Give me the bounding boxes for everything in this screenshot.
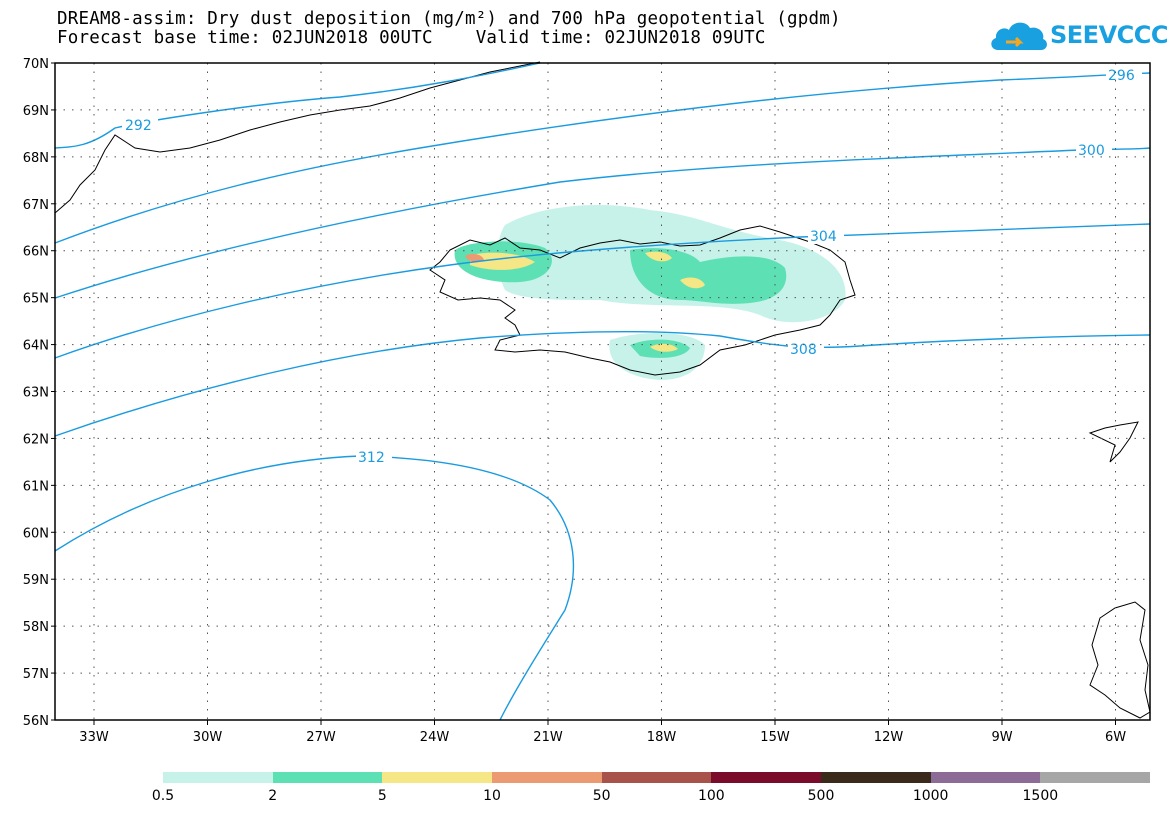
lon-label: 6W [1105, 730, 1126, 745]
map-frame [54, 62, 1151, 721]
colorbar-swatch [163, 772, 274, 783]
contour-label-304: 304 [810, 229, 837, 245]
colorbar-label: 500 [807, 788, 835, 804]
lat-label: 67N [23, 198, 49, 213]
lon-label: 15W [760, 730, 790, 745]
lat-label: 61N [23, 479, 49, 494]
contour-296 [54, 72, 1151, 244]
contour-labels: 292 296 300 304 308 312 [122, 67, 1142, 466]
lon-label: 12W [874, 730, 904, 745]
colorbar-label: 1000 [912, 788, 949, 804]
colorbar-label: 1500 [1022, 788, 1059, 804]
lat-label: 69N [23, 104, 49, 119]
colorbar-label: 5 [377, 788, 387, 804]
contour-label-292: 292 [125, 118, 152, 134]
lon-label: 27W [306, 730, 336, 745]
latitude-labels: 70N 69N 68N 67N 66N 65N 64N 63N 62N 61N 60N 59N 58N 5… [23, 57, 55, 729]
lat-label: 56N [23, 714, 49, 729]
colorbar-swatch [711, 772, 822, 783]
lon-label: 21W [533, 730, 563, 745]
colorbar-swatch [272, 772, 383, 783]
coastline-scotland [1089, 601, 1151, 719]
colorbar-swatch [382, 772, 493, 783]
lon-label: 33W [79, 730, 109, 745]
lon-label: 24W [420, 730, 450, 745]
contour-304 [54, 223, 1151, 359]
colorbar-label: 50 [592, 788, 611, 804]
lat-label: 64N [23, 339, 49, 354]
lat-label: 60N [23, 526, 49, 541]
contour-label-300: 300 [1078, 143, 1105, 159]
lon-label: 9W [991, 730, 1012, 745]
lon-label: 30W [193, 730, 223, 745]
map-subtitle: Forecast base time: 02JUN2018 00UTC Vali… [57, 28, 766, 48]
colorbar-label: 0.5 [151, 788, 175, 804]
seevccc-logo: SEEVCCC [988, 14, 1169, 58]
contour-312 [54, 455, 575, 721]
map-title: DREAM8-assim: Dry dust deposition (mg/m²… [57, 9, 841, 29]
lat-label: 68N [23, 151, 49, 166]
lat-label: 63N [23, 386, 49, 401]
colorbar-label: 10 [483, 788, 501, 804]
lat-label: 70N [23, 57, 49, 72]
colorbar-swatch [601, 772, 712, 783]
colorbar-swatch [1040, 772, 1151, 783]
dust-deposition-shading [454, 205, 846, 380]
geopotential-contours [54, 62, 1151, 721]
lat-label: 57N [23, 667, 49, 682]
lat-label: 58N [23, 620, 49, 635]
contour-308 [54, 331, 1151, 437]
lat-label: 65N [23, 292, 49, 307]
contour-label-296: 296 [1108, 68, 1135, 84]
longitude-labels: 33W 30W 27W 24W 21W 18W 15W 12W 9W 6W [79, 720, 1126, 745]
cloud-icon [991, 22, 1047, 50]
contour-292 [54, 62, 541, 149]
lat-label: 59N [23, 573, 49, 588]
colorbar-swatch [930, 772, 1041, 783]
coastline-iceland [429, 225, 856, 376]
colorbar-label: 100 [697, 788, 725, 804]
colorbar-swatch [492, 772, 603, 783]
contour-label-312: 312 [358, 450, 385, 466]
lat-label: 62N [23, 432, 49, 447]
colorbar-swatch [821, 772, 932, 783]
lon-label: 18W [647, 730, 677, 745]
logo-text: SEEVCCC [1050, 21, 1169, 49]
colorbar-label: 2 [268, 788, 278, 804]
lat-label: 66N [23, 245, 49, 260]
contour-label-308: 308 [790, 342, 817, 358]
coastline-faroe [1088, 421, 1139, 463]
coastline-greenland [54, 61, 541, 214]
lat-lon-grid [55, 63, 1150, 720]
